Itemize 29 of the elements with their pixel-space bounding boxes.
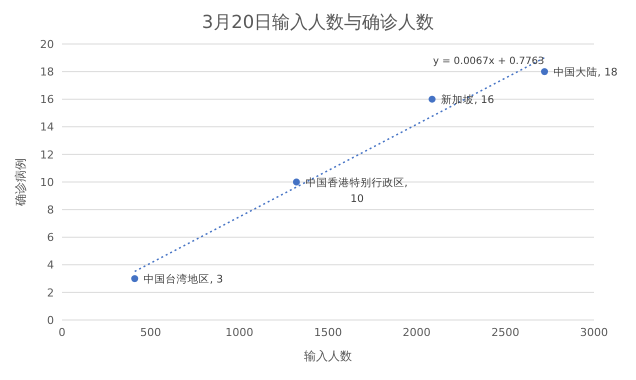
- y-tick-label: 14: [40, 120, 54, 134]
- x-tick-label: 500: [140, 326, 162, 339]
- y-tick-label: 16: [40, 93, 54, 106]
- x-tick-label: 2500: [491, 326, 520, 339]
- chart-title: 3月20日输入人数与确诊人数: [200, 11, 436, 35]
- point: [131, 275, 138, 282]
- y-tick-label: 4: [47, 258, 54, 272]
- y-tick-label: 0: [47, 314, 54, 327]
- data-label: 中国大陆, 18: [554, 66, 618, 79]
- x-axis-title: 输入人数: [304, 349, 352, 363]
- x-tick-label: 1500: [314, 326, 342, 339]
- point: [428, 96, 436, 103]
- point: [541, 68, 548, 76]
- data-label: 中国香港特别行政区, 10: [305, 176, 408, 205]
- y-tick-label: 12: [40, 148, 54, 162]
- x-tick-label: 0: [58, 326, 66, 339]
- y-tick-label: 8: [47, 204, 54, 217]
- data-label: 新加坡, 16: [441, 93, 494, 106]
- x-tick-label: 2000: [402, 326, 431, 339]
- y-axis-title: 确诊病例: [13, 158, 28, 207]
- y-tick-label: 6: [47, 231, 54, 244]
- y-tick-label: 10: [40, 176, 54, 189]
- x-tick-label: 1000: [225, 326, 254, 339]
- data-label: 中国台湾地区, 3: [144, 272, 224, 286]
- x-tick-label: 3000: [580, 326, 608, 339]
- y-tick-label: 20: [40, 38, 54, 51]
- y-tick-label: 18: [40, 66, 54, 79]
- point: [292, 178, 300, 186]
- y-tick-label: 2: [47, 286, 54, 300]
